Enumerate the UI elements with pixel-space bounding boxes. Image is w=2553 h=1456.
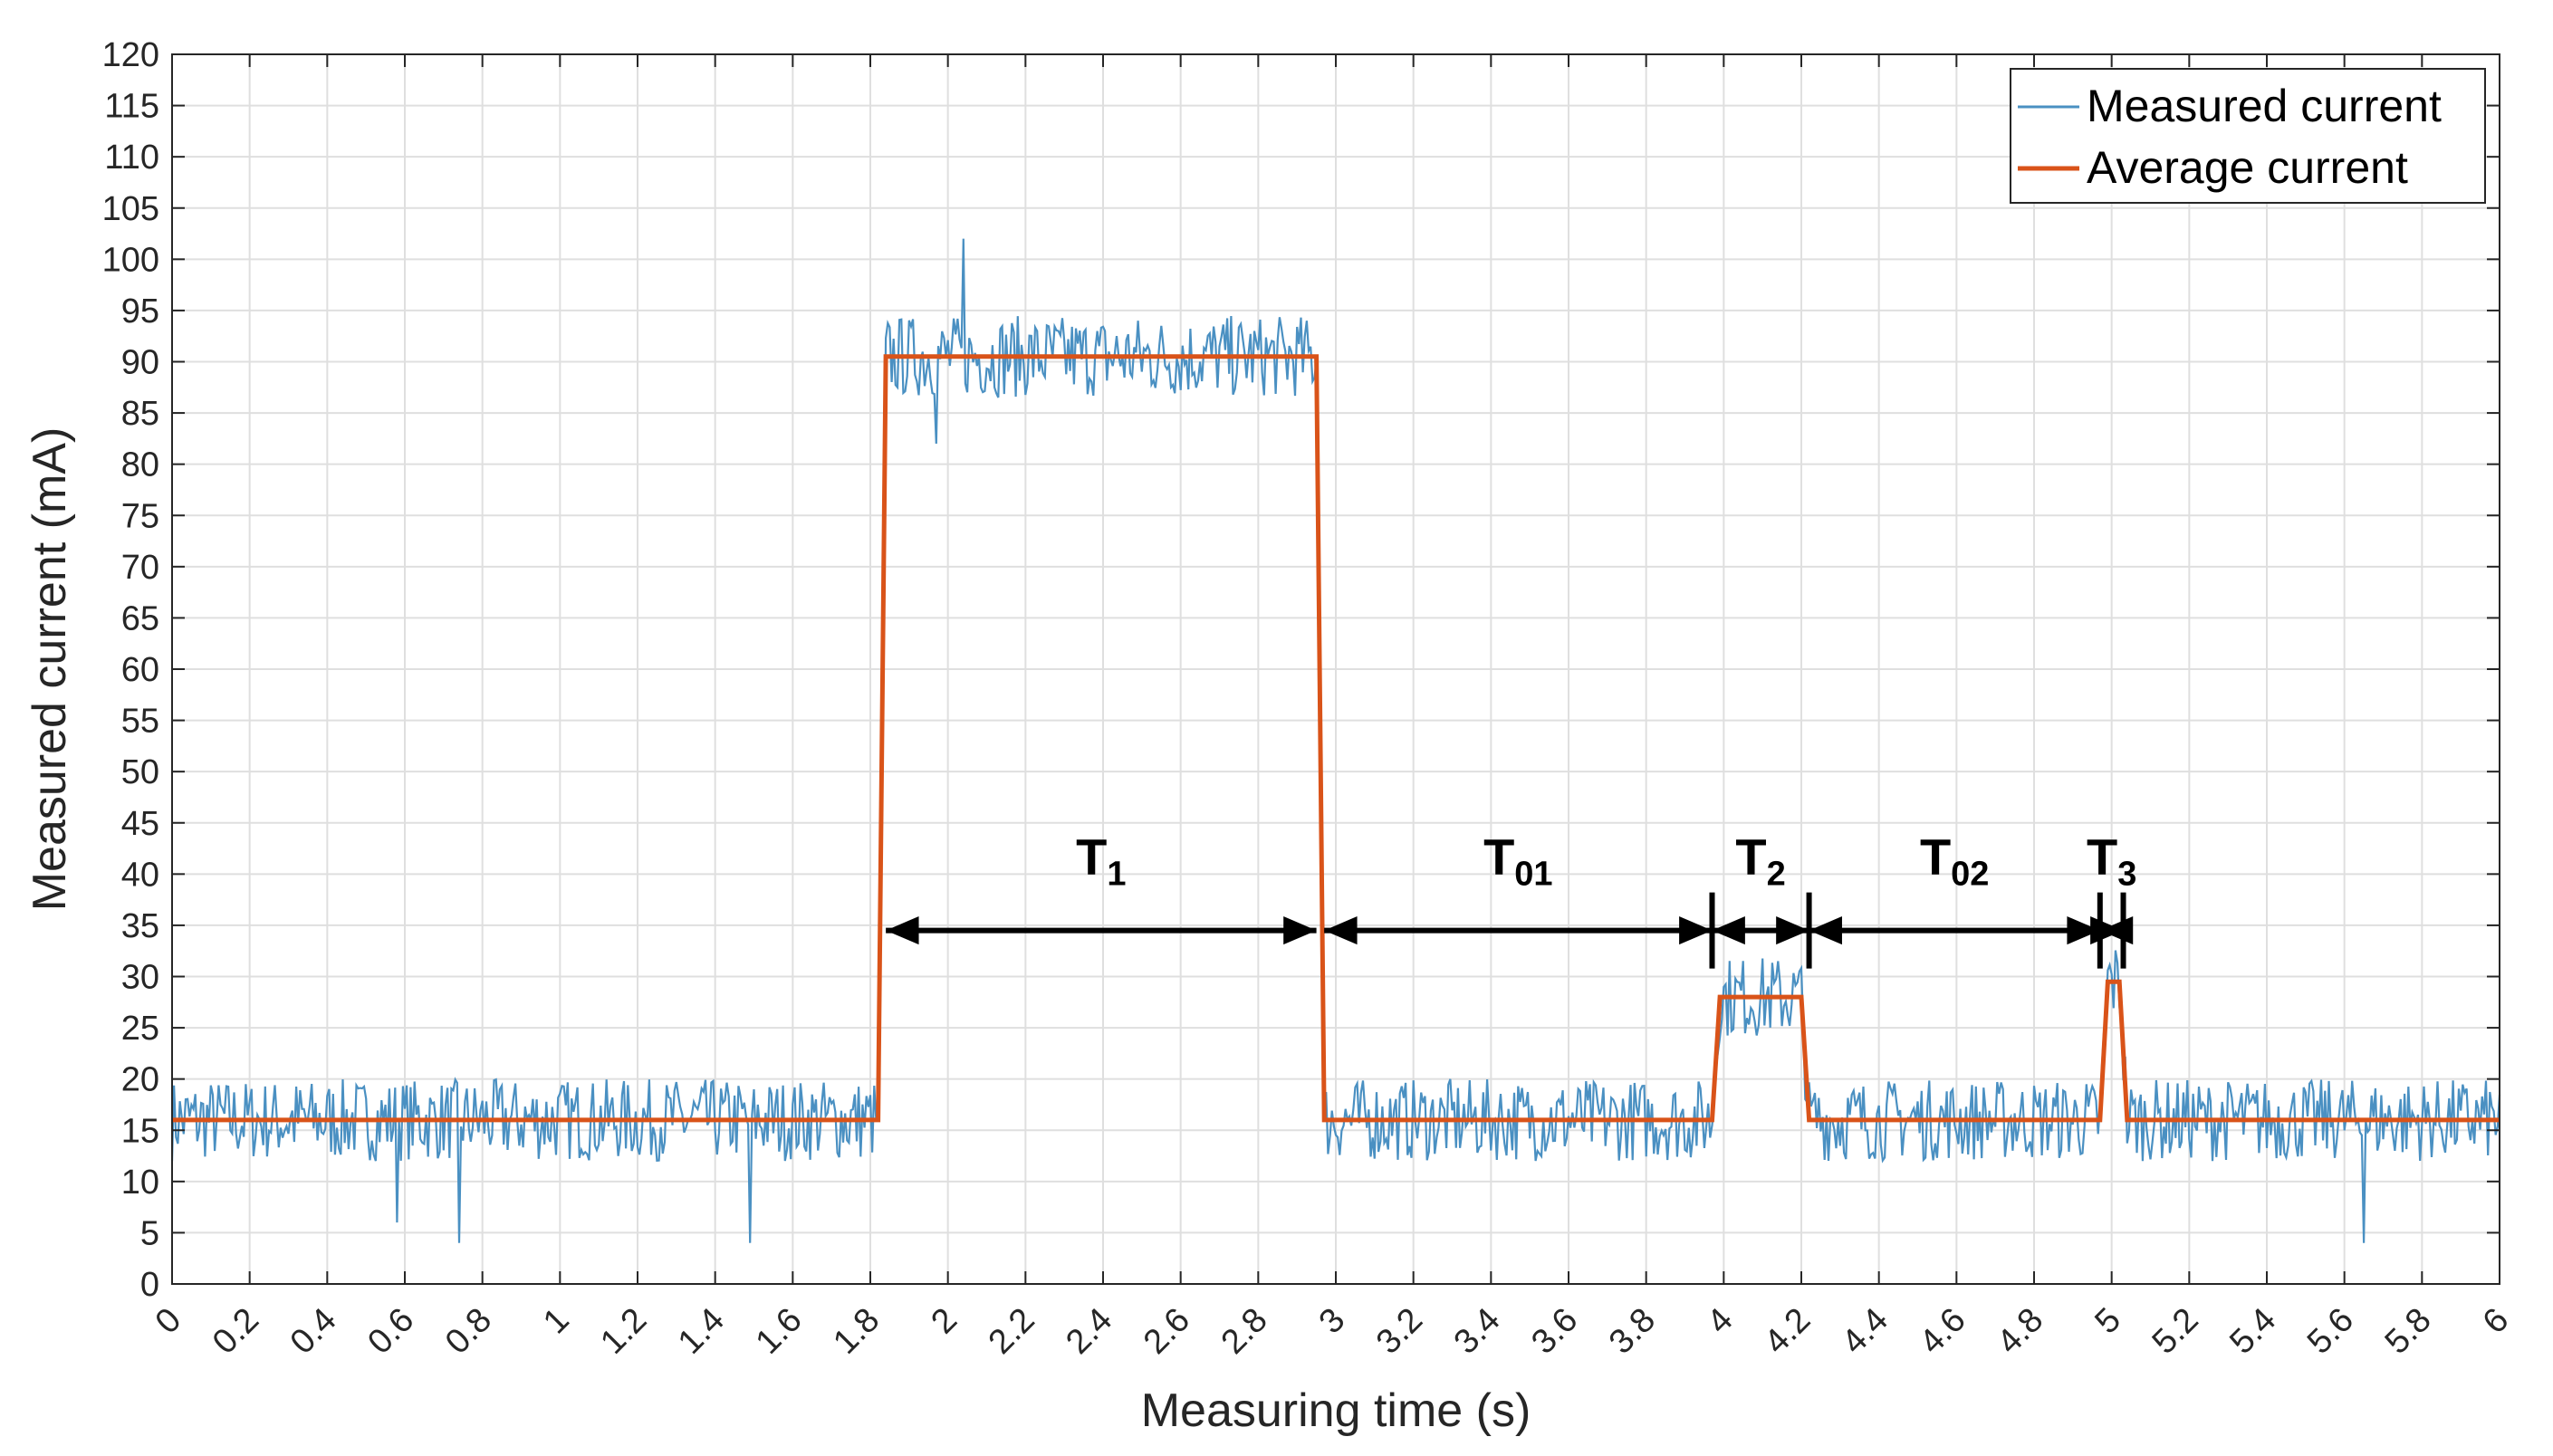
y-tick-label: 50 <box>121 753 159 791</box>
y-tick-label: 15 <box>121 1112 159 1150</box>
legend-label-average: Average current <box>2087 142 2408 193</box>
arrowhead-left <box>1809 915 1842 945</box>
x-tick-label: 4.8 <box>1990 1301 2050 1362</box>
x-tick-label: 5.8 <box>2378 1301 2439 1362</box>
x-tick-label: 2.2 <box>982 1301 1042 1362</box>
y-tick-label: 105 <box>102 190 159 228</box>
arrowhead-right <box>2067 915 2100 945</box>
x-tick-label: 2.4 <box>1059 1301 1119 1362</box>
x-tick-label: 2 <box>924 1301 965 1342</box>
x-tick-label: 3.2 <box>1369 1301 1430 1362</box>
x-tick-label: 4.2 <box>1757 1301 1818 1362</box>
x-tick-label: 1 <box>536 1301 577 1342</box>
measured-current-line <box>170 238 2501 1243</box>
y-tick-label: 0 <box>140 1266 159 1304</box>
y-axis-ticks: 0 5 10 15 20 25 30 35 40 45 50 55 60 65 70 75 80 85 90 95 10… <box>102 36 2500 1304</box>
y-tick-label: 75 <box>121 497 159 535</box>
measured-current-series <box>170 238 2501 1243</box>
y-tick-label: 90 <box>121 344 159 382</box>
y-tick-label: 65 <box>121 599 159 637</box>
annotation-T1: T1 <box>886 829 1317 945</box>
arrowhead-left <box>1712 915 1745 945</box>
y-tick-label: 110 <box>104 139 159 177</box>
annotation-T2: T2 <box>1709 829 1812 969</box>
y-tick-label: 60 <box>121 651 159 689</box>
average-current-line <box>172 354 2500 1123</box>
x-tick-label: 1.4 <box>671 1301 732 1362</box>
x-tick-label: 4.4 <box>1835 1301 1896 1362</box>
arrowhead-right <box>1679 915 1713 945</box>
y-tick-label: 20 <box>121 1061 159 1099</box>
y-tick-label: 40 <box>121 856 159 894</box>
y-tick-label: 5 <box>140 1214 159 1252</box>
arrowhead-right <box>1283 915 1317 945</box>
annotation-label: T1 <box>1076 829 1126 894</box>
y-tick-label: 35 <box>121 907 159 945</box>
y-tick-label: 25 <box>121 1010 159 1048</box>
duration-annotations: T1 T01 T2 T02 T3 <box>886 829 2136 969</box>
y-tick-label: 30 <box>121 959 159 997</box>
x-tick-label: 4.6 <box>1913 1301 1973 1362</box>
annotation-T02: T02 <box>1809 829 2100 945</box>
x-tick-label: 2.6 <box>1137 1301 1197 1362</box>
legend-label-measured: Measured current <box>2087 81 2442 131</box>
annotation-label: T02 <box>1920 829 1990 894</box>
x-tick-label: 5 <box>2088 1301 2128 1342</box>
x-tick-label: 0.4 <box>283 1301 344 1362</box>
x-tick-label: 5.4 <box>2222 1301 2283 1362</box>
x-tick-label: 3.4 <box>1447 1301 1508 1362</box>
y-axis-title: Measured current (mA) <box>24 427 76 912</box>
x-tick-label: 1.6 <box>749 1301 810 1362</box>
y-tick-label: 95 <box>121 292 159 330</box>
y-tick-label: 120 <box>102 36 159 74</box>
annotation-T3: T3 <box>2087 829 2136 969</box>
x-tick-label: 3.6 <box>1524 1301 1585 1362</box>
y-tick-label: 80 <box>121 446 159 484</box>
x-tick-label: 3.8 <box>1602 1301 1663 1362</box>
y-tick-label: 85 <box>121 395 159 433</box>
arrowhead-left <box>886 915 919 945</box>
legend: Measured current Average current <box>2010 68 2486 204</box>
x-axis-title: Measuring time (s) <box>1141 1384 1531 1437</box>
y-tick-label: 70 <box>121 549 159 587</box>
average-current-series <box>172 354 2500 1123</box>
x-tick-label: 4 <box>1700 1301 1741 1342</box>
annotation-label: T2 <box>1735 829 1785 894</box>
y-tick-label: 10 <box>121 1164 159 1202</box>
annotation-label: T01 <box>1483 829 1553 894</box>
legend-box <box>2010 68 2486 204</box>
y-tick-label: 100 <box>102 241 159 279</box>
annotation-T01: T01 <box>1324 829 1713 945</box>
x-tick-label: 6 <box>2476 1301 2517 1342</box>
y-tick-label: 55 <box>121 703 159 741</box>
x-tick-label: 0.6 <box>360 1301 421 1362</box>
x-tick-label: 3 <box>1312 1301 1353 1342</box>
annotation-label: T3 <box>2087 829 2136 894</box>
x-tick-label: 2.8 <box>1214 1301 1275 1362</box>
grid-lines <box>171 53 2500 1285</box>
x-tick-label: 1.2 <box>593 1301 654 1362</box>
x-tick-label: 0.8 <box>438 1301 499 1362</box>
x-tick-label: 5.2 <box>2145 1301 2206 1362</box>
arrowhead-right <box>1776 915 1809 945</box>
x-tick-label: 1.8 <box>826 1301 887 1362</box>
arrowhead-left <box>1324 915 1358 945</box>
x-tick-label: 0 <box>149 1301 189 1342</box>
x-tick-label: 0.2 <box>206 1301 266 1362</box>
y-tick-label: 115 <box>104 88 159 126</box>
y-tick-label: 45 <box>121 805 159 843</box>
x-tick-label: 5.6 <box>2300 1301 2361 1362</box>
